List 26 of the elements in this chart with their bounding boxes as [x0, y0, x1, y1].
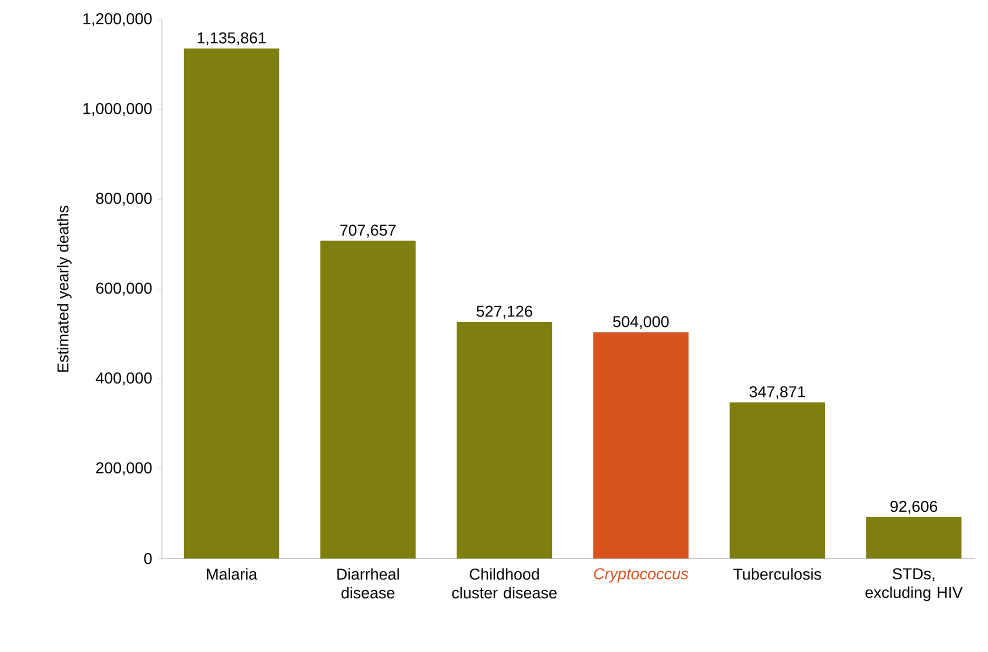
y-tick-label: 600,000	[96, 282, 152, 296]
bar	[320, 240, 416, 559]
x-tick-label: STDs, excluding HIV	[866, 568, 963, 602]
bar	[866, 516, 962, 559]
x-tick-label: Diarrheal disease	[337, 568, 399, 598]
data-label: 504,000	[613, 316, 669, 330]
data-label: 1,135,861	[198, 32, 266, 46]
y-tick-label: 1,000,000	[84, 102, 152, 116]
data-label: 347,871	[750, 386, 806, 400]
y-tick-label: 200,000	[96, 462, 152, 476]
data-label: 527,126	[476, 306, 532, 319]
x-tick-label: Cryptococcus	[594, 568, 688, 582]
y-axis-title: Estimated yearly deaths	[56, 206, 72, 372]
x-tick-label: Malaria	[207, 568, 258, 580]
data-label: 707,657	[340, 224, 396, 238]
data-label: 92,606	[890, 500, 938, 514]
y-tick-label: 1,200,000	[84, 13, 152, 26]
bar	[184, 48, 280, 559]
x-tick-label: Tuberculosis	[733, 568, 822, 580]
bar	[593, 332, 689, 559]
x-tick-label: Childhood cluster disease	[452, 568, 557, 598]
bar	[730, 402, 826, 559]
y-tick-label: 800,000	[96, 192, 152, 206]
y-tick-label: 0	[144, 552, 152, 564]
bar	[456, 322, 552, 559]
y-tick-label: 400,000	[96, 372, 152, 386]
